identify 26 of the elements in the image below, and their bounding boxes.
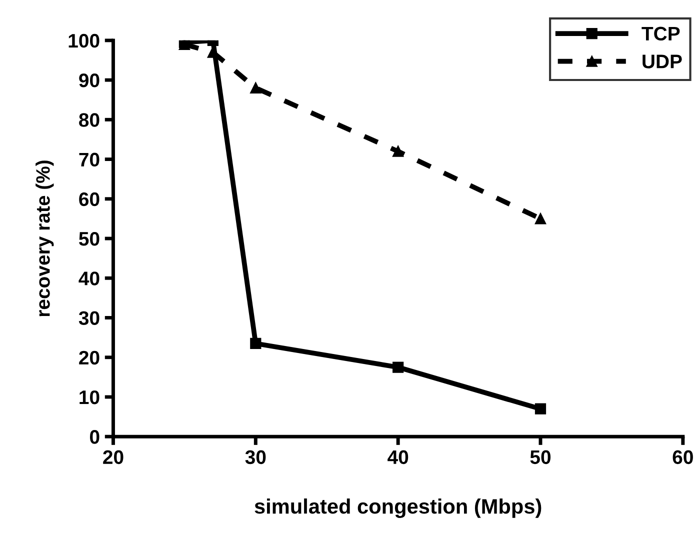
y-tick-label: 50 bbox=[79, 232, 100, 246]
y-tick-label: 60 bbox=[79, 192, 100, 206]
y-axis-title: recovery rate (%) bbox=[36, 160, 54, 316]
point bbox=[250, 338, 262, 350]
legend-label: UDP bbox=[642, 54, 682, 68]
x-tick-label: 50 bbox=[530, 450, 551, 464]
y-tick-label: 90 bbox=[79, 74, 100, 88]
y-tick-label: 0 bbox=[90, 430, 100, 444]
legend-label: TCP bbox=[642, 26, 680, 41]
y-tick-label: 40 bbox=[78, 272, 100, 286]
x-axis-title: simulated congestion (Mbps) bbox=[254, 498, 542, 518]
point bbox=[392, 146, 404, 157]
x-tick-label: 20 bbox=[103, 450, 124, 464]
y-tick-label: 80 bbox=[79, 113, 100, 127]
y-tick-label: 70 bbox=[79, 152, 100, 167]
y-tick-label: 30 bbox=[78, 311, 100, 326]
y-tick-label: 20 bbox=[79, 350, 100, 365]
point bbox=[534, 403, 546, 414]
point bbox=[392, 362, 404, 373]
x-tick-label: 40 bbox=[388, 450, 408, 464]
x-tick-label: 30 bbox=[245, 450, 266, 464]
point bbox=[534, 213, 546, 224]
y-tick-label: 100 bbox=[68, 34, 100, 48]
x-tick-label: 60 bbox=[672, 450, 693, 464]
point bbox=[250, 82, 262, 94]
y-tick-label: 10 bbox=[80, 390, 100, 404]
